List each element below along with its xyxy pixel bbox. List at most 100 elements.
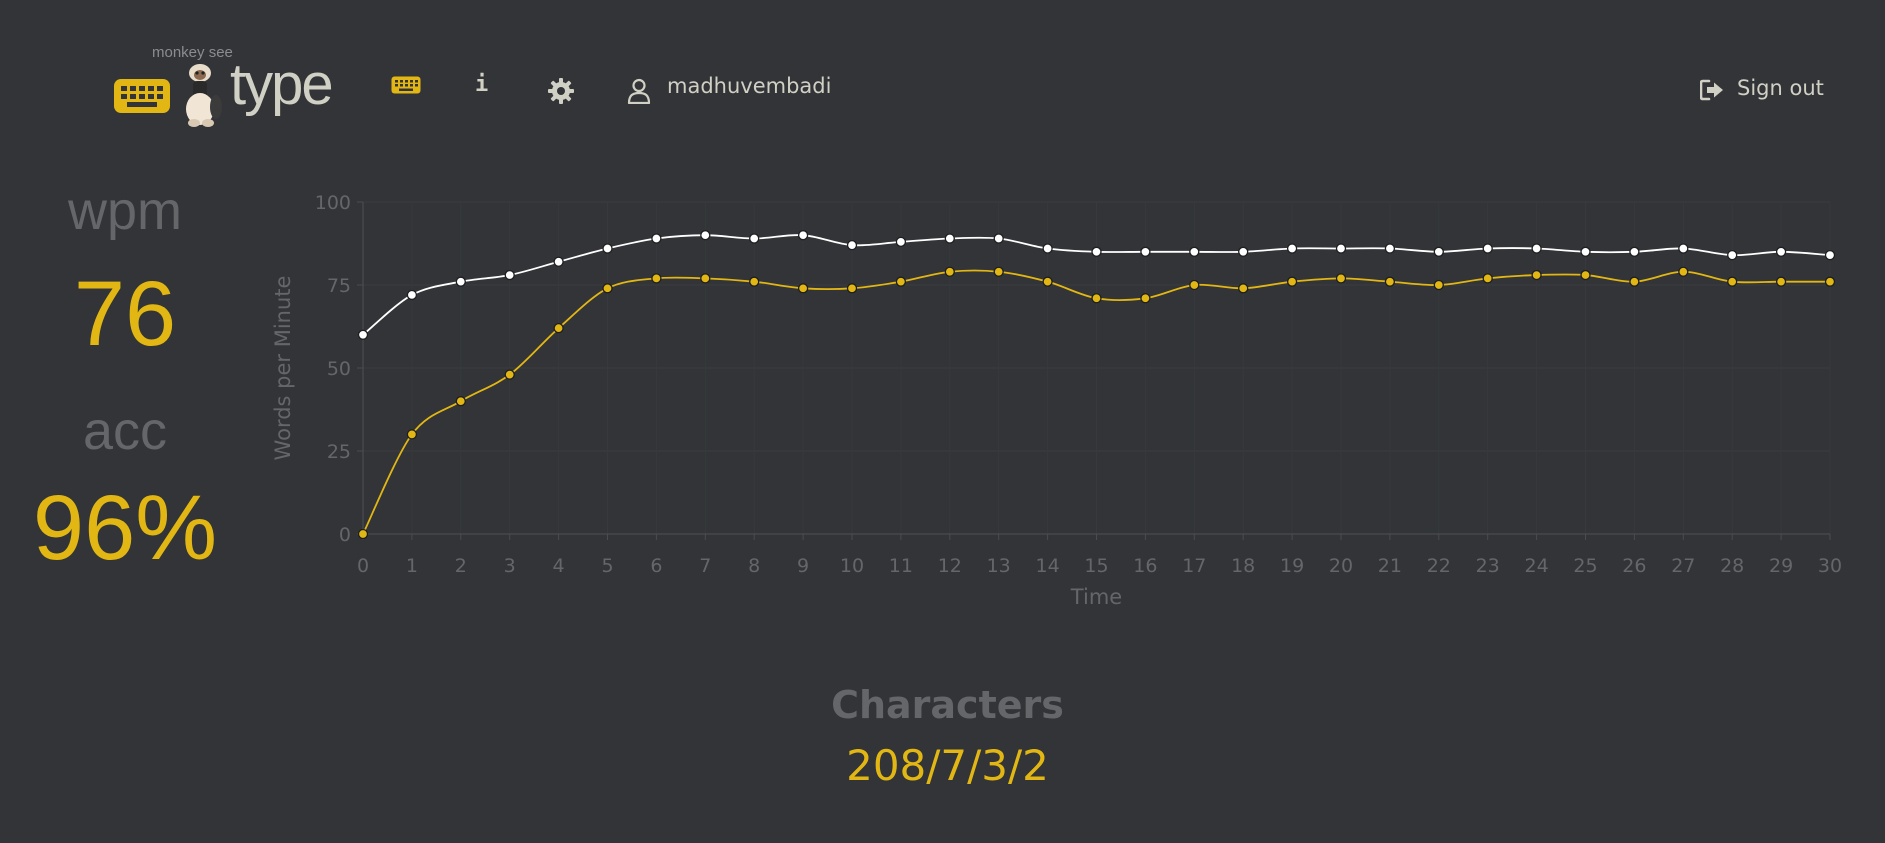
wpm-label: wpm — [67, 181, 182, 241]
raw-wpm-point — [1189, 246, 1200, 257]
wpm-point — [895, 276, 907, 287]
raw-wpm-point — [797, 230, 809, 241]
characters-stat: Characters 208/7/3/2 — [700, 683, 1195, 791]
raw-wpm-point — [1091, 246, 1102, 257]
keyboard-icon[interactable] — [391, 76, 421, 94]
raw-wpm-point — [1482, 243, 1493, 254]
wpm-point — [1335, 273, 1347, 284]
x-tick-label: 25 — [1573, 555, 1597, 577]
raw-wpm-point — [1775, 246, 1787, 257]
x-tick-label: 18 — [1231, 555, 1255, 577]
y-axis-title: Words per Minute — [271, 276, 295, 461]
raw-wpm-point — [749, 233, 760, 244]
accuracy-value: 96% — [32, 477, 218, 579]
x-tick-label: 12 — [938, 555, 962, 577]
wpm-point — [1678, 266, 1689, 277]
x-tick-label: 23 — [1476, 555, 1500, 577]
x-tick-label: 19 — [1280, 555, 1304, 577]
x-tick-label: 9 — [797, 555, 809, 577]
wpm-point — [749, 276, 760, 287]
x-tick-label: 17 — [1182, 555, 1206, 577]
raw-wpm-point — [895, 236, 907, 247]
wpm-point — [1824, 276, 1836, 287]
x-tick-label: 27 — [1671, 555, 1695, 577]
wpm-point — [1482, 273, 1493, 284]
x-tick-label: 5 — [601, 555, 613, 577]
x-tick-label: 15 — [1084, 555, 1108, 577]
wpm-point — [797, 283, 809, 294]
x-tick-label: 11 — [889, 555, 913, 577]
wpm-point — [944, 266, 955, 277]
info-icon[interactable]: i — [475, 72, 489, 97]
x-tick-label: 29 — [1769, 555, 1793, 577]
wpm-point — [357, 528, 369, 540]
x-tick-label: 14 — [1036, 555, 1060, 577]
x-tick-label: 3 — [504, 555, 516, 577]
wpm-point — [1189, 279, 1200, 291]
x-tick-label: 6 — [650, 555, 662, 577]
x-tick-label: 20 — [1329, 555, 1353, 577]
raw-wpm-point — [1238, 246, 1249, 257]
raw-wpm-point — [1727, 249, 1738, 261]
wpm-point — [1286, 276, 1298, 287]
x-tick-label: 30 — [1818, 555, 1842, 577]
sign-out-label: Sign out — [1737, 76, 1824, 100]
x-tick-label: 28 — [1720, 555, 1744, 577]
raw-wpm-point — [1678, 243, 1689, 254]
accuracy-label: acc — [82, 401, 168, 461]
x-tick-label: 8 — [748, 555, 760, 577]
raw-wpm-point — [1580, 246, 1591, 257]
raw-wpm-point — [1140, 246, 1151, 257]
x-tick-label: 21 — [1378, 555, 1402, 577]
wpm-point — [1140, 293, 1151, 304]
raw-wpm-point — [1433, 246, 1444, 257]
logo-subtitle: monkey see — [152, 44, 233, 61]
raw-wpm-point — [602, 243, 613, 254]
raw-wpm-point — [1384, 243, 1396, 254]
wpm-point — [1042, 276, 1053, 287]
x-tick-label: 13 — [987, 555, 1011, 577]
y-tick-label: 75 — [327, 275, 351, 297]
x-tick-label: 16 — [1133, 555, 1157, 577]
logo[interactable]: monkey see — [110, 40, 360, 130]
wpm-point — [602, 283, 613, 294]
wpm-point — [1775, 276, 1787, 287]
x-tick-label: 4 — [553, 555, 565, 577]
logo-text: type — [230, 52, 334, 117]
wpm-point — [651, 273, 662, 284]
wpm-point — [846, 283, 858, 294]
raw-wpm-point — [1042, 243, 1053, 254]
raw-wpm-point — [993, 233, 1004, 244]
raw-wpm-point — [700, 230, 711, 241]
user-icon — [627, 78, 651, 104]
wpm-point — [993, 266, 1004, 277]
characters-value: 208/7/3/2 — [846, 740, 1049, 790]
wpm-point — [1091, 293, 1102, 304]
raw-wpm-point — [406, 289, 418, 301]
x-tick-label: 24 — [1525, 555, 1549, 577]
x-axis-title: Time — [1070, 585, 1122, 609]
x-tick-label: 7 — [699, 555, 711, 577]
raw-wpm-point — [553, 256, 564, 267]
monkey-mascot-icon — [186, 64, 222, 127]
characters-label: Characters — [831, 683, 1064, 727]
wpm-point — [504, 369, 515, 380]
wpm-point — [1531, 269, 1542, 281]
x-tick-label: 1 — [406, 555, 418, 577]
wpm-point — [1629, 276, 1640, 287]
top-bar: monkey see — [0, 0, 1885, 140]
x-tick-label: 10 — [840, 555, 864, 577]
wpm-value: 76 — [73, 263, 177, 365]
raw-wpm-point — [1629, 246, 1640, 257]
wpm-point — [455, 396, 466, 407]
sign-out-icon — [1700, 79, 1723, 101]
wpm-point — [1727, 276, 1738, 287]
wpm-point — [553, 323, 564, 334]
raw-wpm-point — [1286, 243, 1298, 254]
raw-wpm-point — [846, 240, 858, 251]
wpm-point — [1433, 279, 1444, 291]
x-tick-label: 0 — [357, 555, 369, 577]
gear-icon[interactable] — [547, 77, 575, 105]
raw-wpm-point — [1824, 249, 1836, 261]
